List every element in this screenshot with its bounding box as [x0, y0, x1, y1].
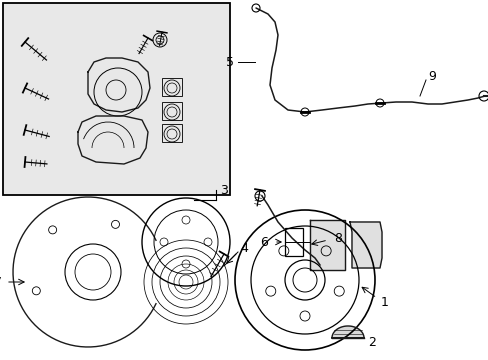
Bar	[162, 102, 182, 120]
Bar	[3, 3, 229, 195]
Text: 7: 7	[0, 275, 2, 288]
Text: 6: 6	[260, 235, 267, 248]
Text: 9: 9	[427, 69, 435, 82]
Text: 1: 1	[380, 296, 388, 309]
Polygon shape	[309, 220, 345, 270]
Bar	[162, 78, 182, 96]
Text: 2: 2	[367, 336, 375, 348]
Bar	[162, 124, 182, 142]
Text: 4: 4	[240, 242, 247, 255]
Text: 5: 5	[225, 55, 234, 68]
Polygon shape	[349, 222, 381, 268]
Text: 3: 3	[220, 184, 227, 197]
Polygon shape	[331, 326, 363, 338]
Bar	[285, 228, 303, 256]
Text: 8: 8	[333, 231, 341, 244]
